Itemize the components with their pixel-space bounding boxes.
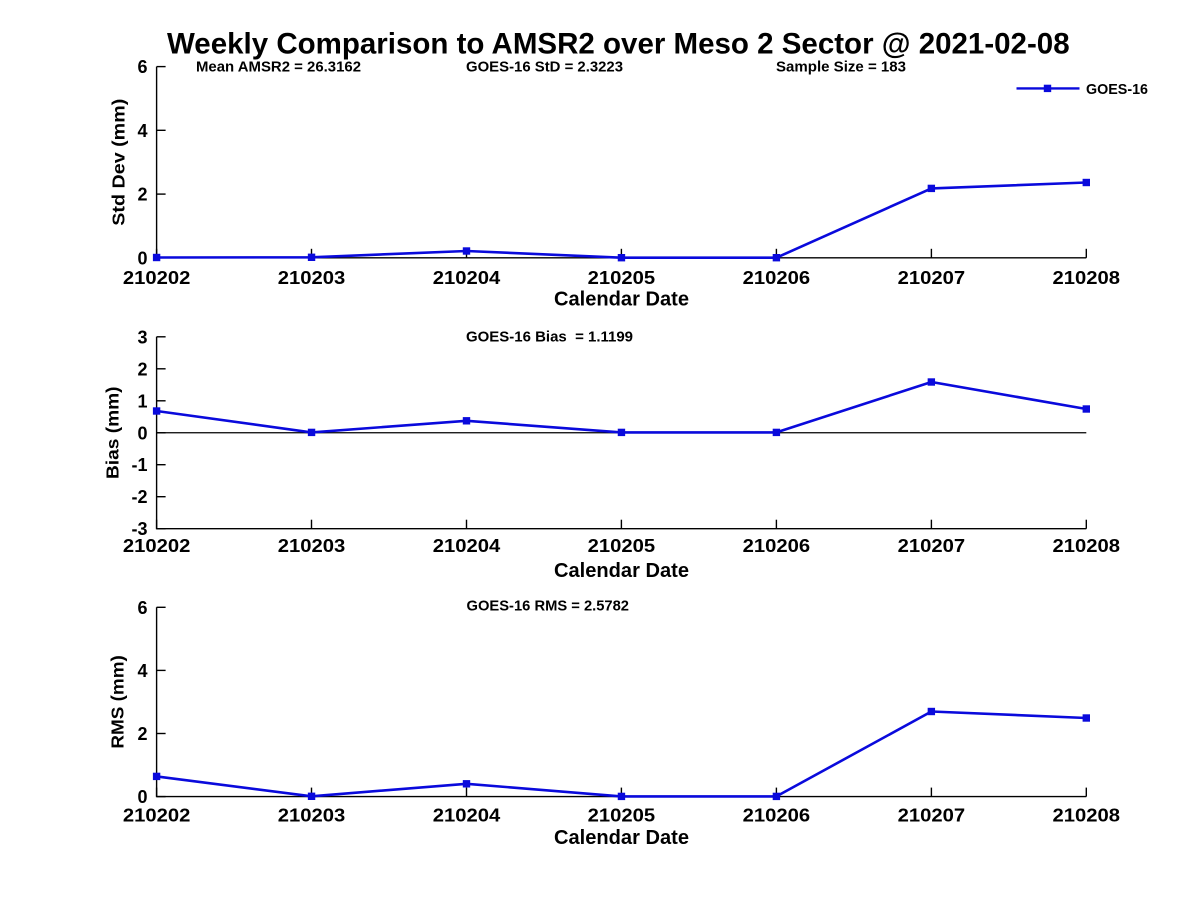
svg-text:210206: 210206 xyxy=(743,536,811,556)
svg-text:210207: 210207 xyxy=(898,805,966,825)
svg-text:-1: -1 xyxy=(131,455,147,475)
svg-text:GOES-16 Bias = 1.1199: GOES-16 Bias = 1.1199 xyxy=(466,328,633,345)
svg-text:210204: 210204 xyxy=(433,536,501,556)
svg-text:6: 6 xyxy=(137,57,147,77)
svg-text:4: 4 xyxy=(137,661,147,681)
svg-text:210206: 210206 xyxy=(743,805,811,825)
svg-text:Calendar Date: Calendar Date xyxy=(554,288,689,310)
svg-text:210208: 210208 xyxy=(1053,268,1121,288)
svg-text:210204: 210204 xyxy=(433,268,501,288)
svg-text:210207: 210207 xyxy=(898,536,966,556)
svg-text:2: 2 xyxy=(137,359,147,379)
svg-text:3: 3 xyxy=(137,327,147,347)
svg-text:Std Dev (mm): Std Dev (mm) xyxy=(108,99,128,226)
svg-text:210205: 210205 xyxy=(588,268,656,288)
svg-text:210202: 210202 xyxy=(123,536,191,556)
svg-text:210203: 210203 xyxy=(278,536,346,556)
svg-text:Mean AMSR2 = 26.3162: Mean AMSR2 = 26.3162 xyxy=(196,58,361,75)
svg-text:0: 0 xyxy=(137,787,147,807)
svg-text:2: 2 xyxy=(137,185,147,205)
svg-text:0: 0 xyxy=(137,248,147,268)
svg-text:RMS (mm): RMS (mm) xyxy=(107,655,127,749)
svg-text:210203: 210203 xyxy=(278,805,346,825)
svg-text:1: 1 xyxy=(137,391,147,411)
svg-text:-3: -3 xyxy=(131,519,147,539)
svg-text:210202: 210202 xyxy=(123,268,191,288)
svg-text:Weekly Comparison to AMSR2 ove: Weekly Comparison to AMSR2 over Meso 2 S… xyxy=(167,28,1070,61)
svg-text:GOES-16 StD = 2.3223: GOES-16 StD = 2.3223 xyxy=(466,58,623,75)
svg-text:210206: 210206 xyxy=(743,268,811,288)
svg-text:Sample Size = 183: Sample Size = 183 xyxy=(776,58,906,75)
svg-text:210203: 210203 xyxy=(278,268,346,288)
svg-text:Calendar Date: Calendar Date xyxy=(554,560,689,582)
svg-text:GOES-16 RMS = 2.5782: GOES-16 RMS = 2.5782 xyxy=(467,597,630,614)
svg-text:210208: 210208 xyxy=(1053,805,1121,825)
svg-text:-2: -2 xyxy=(131,487,147,507)
svg-text:0: 0 xyxy=(137,423,147,443)
svg-text:2: 2 xyxy=(137,724,147,744)
svg-text:Calendar Date: Calendar Date xyxy=(554,827,689,849)
svg-text:210202: 210202 xyxy=(123,805,191,825)
svg-text:6: 6 xyxy=(137,598,147,618)
svg-text:210205: 210205 xyxy=(588,805,656,825)
svg-text:4: 4 xyxy=(137,121,147,141)
svg-text:210204: 210204 xyxy=(433,805,501,825)
svg-text:210205: 210205 xyxy=(588,536,656,556)
svg-text:210207: 210207 xyxy=(898,268,966,288)
svg-text:Bias (mm): Bias (mm) xyxy=(102,387,122,480)
svg-text:210208: 210208 xyxy=(1053,536,1121,556)
svg-text:GOES-16: GOES-16 xyxy=(1086,81,1148,98)
